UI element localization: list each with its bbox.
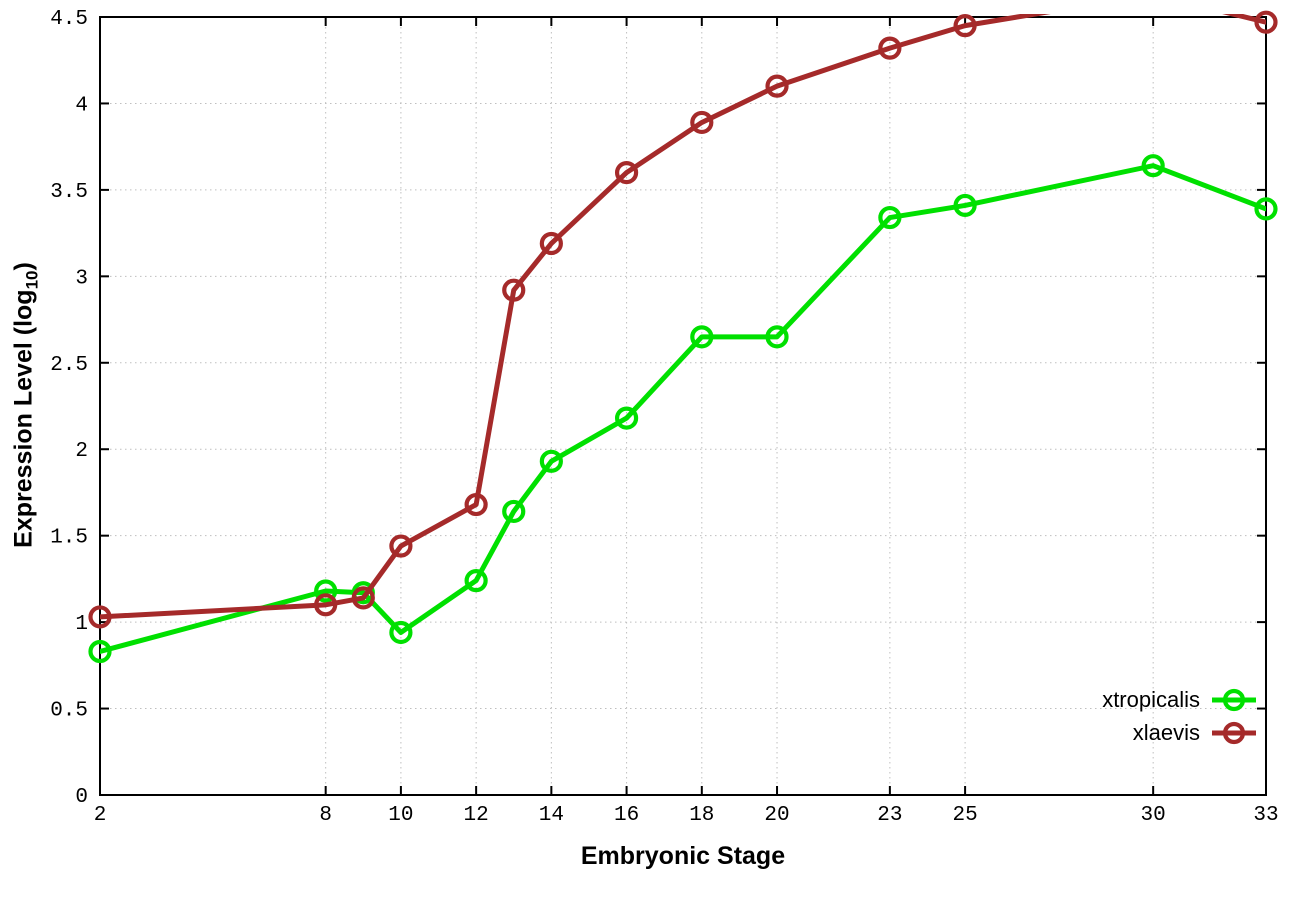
x-tick-label: 33: [1253, 804, 1278, 827]
x-axis-title: Embryonic Stage: [580, 842, 786, 870]
plot-border: [99, 16, 1267, 796]
tick-marks: [99, 16, 1267, 796]
y-axis-title: Expression Level (log10): [10, 262, 43, 548]
data-point-xtropicalis: [539, 449, 563, 473]
y-tick-label: 3.5: [50, 181, 88, 204]
data-point-xlaevis: [1254, 10, 1278, 34]
y-tick-label: 2: [75, 440, 88, 463]
series-xlaevis: [88, 10, 1278, 629]
x-tick-label: 10: [388, 804, 413, 827]
x-tick-label: 20: [764, 804, 789, 827]
data-point-xtropicalis: [1254, 197, 1278, 221]
data-point-xlaevis: [502, 278, 526, 302]
data-point-xlaevis: [690, 110, 714, 135]
data-point-xtropicalis: [389, 620, 413, 645]
data-point-xtropicalis: [314, 579, 338, 603]
data-point-xlaevis: [614, 161, 639, 185]
data-point-xtropicalis: [690, 325, 714, 349]
legend: xtropicalis xlaevis: [1102, 684, 1258, 748]
y-axis-title-suffix: ): [9, 262, 38, 271]
x-tick-label: 16: [614, 804, 639, 827]
x-tick-label: 12: [464, 804, 489, 827]
x-tick-label: 30: [1141, 804, 1166, 827]
y-tick-label: 3: [75, 267, 88, 290]
x-tick-label: 23: [877, 804, 902, 827]
data-point-xlaevis: [389, 534, 413, 558]
series-xtropicalis: [88, 154, 1278, 664]
data-point-xtropicalis: [878, 205, 902, 230]
legend-item-xlaevis: xlaevis: [1133, 717, 1258, 748]
tick-labels: 2 8 10 12 14 16 18 20 23 25 30 33 0 0.5 1 1.5 2 2.5 3 3.5 4 4…: [50, 8, 1278, 827]
data-point-xlaevis: [351, 586, 375, 610]
legend-sample-line-icon: [1212, 721, 1256, 744]
x-tick-label: 18: [689, 804, 714, 827]
x-tick-label: 2: [94, 804, 107, 827]
y-axis-title-text: Expression Level (log: [9, 289, 38, 548]
data-point-xtropicalis: [614, 406, 639, 430]
y-tick-label: 1.5: [50, 527, 88, 550]
data-point-xlaevis: [88, 605, 112, 629]
legend-label-xlaevis: xlaevis: [1132, 719, 1200, 745]
data-point-xtropicalis: [953, 193, 977, 218]
y-tick-label: 0: [75, 786, 88, 809]
legend-item-xtropicalis: xtropicalis: [1102, 684, 1258, 715]
y-axis-title-subscript: 10: [22, 270, 42, 290]
legend-sample-line-icon: [1212, 688, 1256, 711]
data-point-xtropicalis: [464, 569, 488, 593]
data-point-xtropicalis: [1141, 154, 1165, 178]
y-tick-label: 2.5: [50, 354, 88, 377]
data-point-xtropicalis: [502, 499, 526, 524]
y-tick-label: 0.5: [50, 700, 88, 723]
y-tick-label: 1: [75, 613, 88, 636]
data-point-xlaevis: [539, 231, 563, 256]
data-point-xtropicalis: [765, 325, 789, 349]
data-point-xlaevis: [878, 36, 902, 60]
data-point-xlaevis: [765, 74, 789, 98]
legend-label-xtropicalis: xtropicalis: [1102, 686, 1200, 712]
data-point-xlaevis: [314, 593, 338, 617]
x-tick-label: 8: [319, 804, 332, 827]
y-tick-label: 4: [75, 94, 88, 117]
data-point-xtropicalis: [88, 639, 112, 664]
x-tick-label: 14: [539, 804, 564, 827]
x-tick-label: 25: [952, 804, 977, 827]
data-point-xlaevis: [464, 492, 488, 517]
y-tick-label: 4.5: [50, 8, 88, 31]
data-point-xlaevis: [953, 14, 977, 38]
